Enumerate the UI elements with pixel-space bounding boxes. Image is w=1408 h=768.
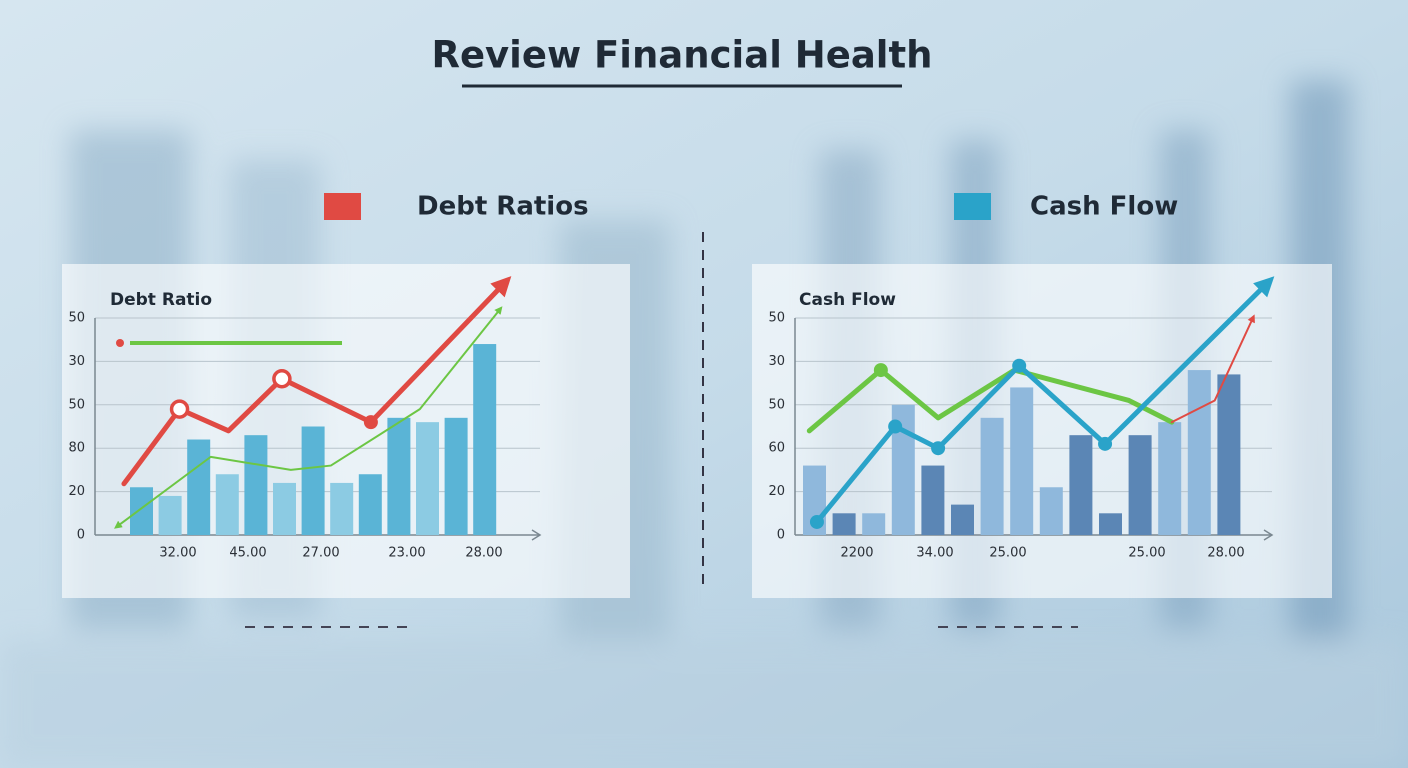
x-tick-label: 32.00 [159,546,196,561]
point-marker [363,415,378,430]
bar [330,482,354,535]
bar [1010,387,1034,535]
bar [1158,422,1182,535]
bar [444,417,468,535]
x-tick-label: 45.00 [229,546,266,561]
bar [832,513,856,535]
y-tick-label: 50 [68,311,85,326]
point-marker [1012,358,1027,373]
page-title: Review Financial Health [431,34,932,77]
y-tick-label: 80 [68,441,85,456]
bar [980,417,1004,535]
line-series [1170,314,1255,424]
bar [1217,374,1241,535]
y-tick-label: 30 [68,354,85,369]
legend-swatch [954,193,991,220]
y-tick-label: 20 [768,484,785,499]
y-tick-label: 30 [768,354,785,369]
bar [473,344,497,535]
bar [891,404,915,535]
bar [862,513,886,535]
point-marker [809,514,824,529]
line-series [806,367,1175,434]
bar [1128,435,1152,535]
chart-title: Debt Ratio [110,290,212,310]
bar [215,474,239,535]
legend-label: Cash Flow [1030,192,1178,222]
y-tick-label: 60 [768,441,785,456]
panel [62,264,630,598]
x-tick-label: 27.00 [302,546,339,561]
x-tick-label: 23.00 [388,546,425,561]
bar [358,474,382,535]
legend-dot [116,339,124,347]
y-tick-label: 0 [77,528,85,543]
bar [301,426,325,535]
bar [158,495,182,535]
point-marker [1098,436,1113,451]
point-marker [272,369,292,389]
bar [130,487,153,535]
point-marker [888,419,903,434]
y-tick-label: 50 [68,397,85,412]
bar [951,504,974,535]
bar [921,465,945,535]
panel [752,264,1332,598]
y-tick-label: 20 [68,484,85,499]
bar [387,417,411,535]
x-tick-label: 28.00 [1207,546,1244,561]
bar [1099,513,1122,535]
bar [1039,487,1063,535]
legend-swatch [324,193,361,220]
y-tick-label: 0 [777,528,785,543]
point-marker [931,441,946,456]
line-series [114,306,503,529]
x-axis-arrow [531,529,542,541]
y-tick-label: 50 [768,311,785,326]
x-tick-label: 2200 [840,546,873,561]
point-marker [169,399,190,419]
x-axis-arrow [1263,529,1274,541]
bar [1187,370,1211,535]
x-tick-label: 28.00 [465,546,502,561]
y-tick-label: 50 [768,397,785,412]
legend-label: Debt Ratios [417,192,589,222]
bar [273,482,296,535]
bar [1069,435,1093,535]
x-tick-label: 25.00 [1128,546,1165,561]
bar [244,435,268,535]
chart-title: Cash Flow [799,290,896,310]
x-tick-label: 25.00 [989,546,1026,561]
line-series [814,276,1275,525]
x-tick-label: 34.00 [916,546,953,561]
point-marker [873,363,888,378]
bar [416,422,439,535]
bar [187,439,211,535]
